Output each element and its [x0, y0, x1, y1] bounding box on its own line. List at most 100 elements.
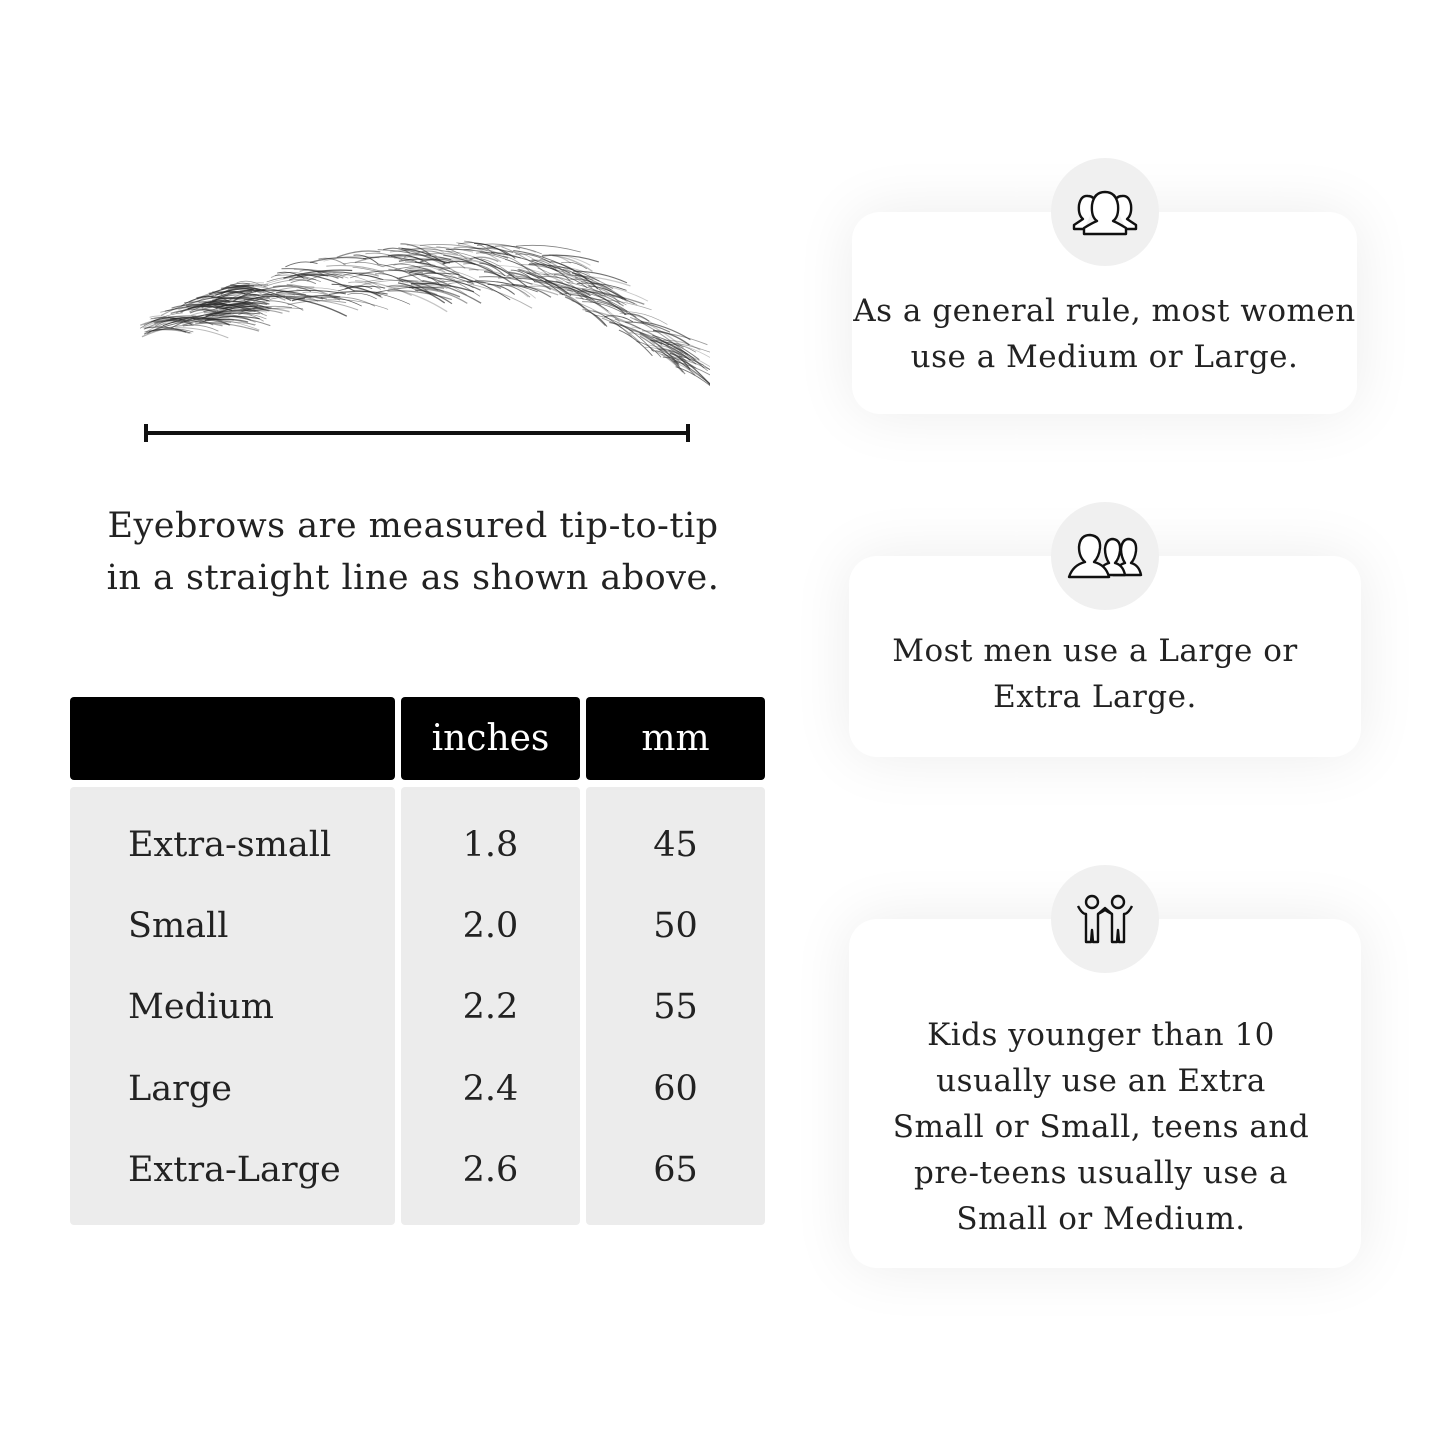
size-cell: Small [128, 906, 229, 946]
eyebrow-hair [375, 273, 404, 283]
eyebrow-hair [438, 266, 479, 271]
table-header-size [70, 697, 395, 780]
eyebrow-hair [465, 259, 522, 280]
eyebrow-hair [408, 269, 436, 274]
eyebrow-hair [629, 316, 687, 355]
eyebrow-hair [639, 332, 680, 365]
eyebrow-hair [424, 288, 468, 304]
eyebrow-hair [619, 324, 654, 352]
eyebrow-hair [529, 263, 571, 274]
eyebrow-hair [486, 246, 516, 259]
eyebrow-hair [403, 256, 431, 266]
eyebrow-hair [655, 350, 680, 367]
eyebrow-hair [629, 329, 689, 356]
eyebrow-hair [283, 269, 353, 279]
eyebrow-hair [203, 312, 256, 323]
eyebrow-hair [531, 259, 571, 281]
inches-column: 1.8 2.0 2.2 2.4 2.6 [401, 787, 580, 1225]
eyebrow-hair [409, 252, 445, 265]
eyebrow-hair [478, 276, 533, 285]
eyebrow-hair [515, 277, 580, 292]
mm-cell: 50 [653, 906, 698, 946]
eyebrow-hair [309, 256, 367, 264]
eyebrow-hair [269, 295, 324, 300]
eyebrow-hair [527, 272, 564, 284]
eyebrow-hair [588, 285, 627, 301]
eyebrow-hair [641, 330, 708, 346]
eyebrow-hair [666, 344, 697, 353]
eyebrow-hair [517, 269, 564, 296]
eyebrow-hair [464, 240, 495, 255]
eyebrow-hair [199, 318, 249, 323]
caption-line: in a straight line as shown above. [106, 558, 720, 598]
eyebrow-hair [417, 258, 472, 264]
eyebrow-hair [468, 283, 533, 309]
eyebrow-hair [508, 271, 552, 291]
eyebrow-hair [400, 243, 432, 256]
eyebrow-hair [364, 279, 409, 284]
eyebrow-hair [349, 275, 381, 280]
eyebrow-hair [348, 281, 382, 290]
eyebrow-hair [586, 298, 652, 311]
eyebrow-hair [543, 273, 594, 281]
eyebrow-hair [576, 282, 627, 291]
eyebrow-hair [301, 273, 355, 292]
eyebrow-hair [548, 264, 600, 282]
mm-cell: 45 [653, 825, 698, 865]
eyebrow-hair [494, 245, 542, 255]
eyebrow-hair [614, 318, 670, 346]
eyebrow-hair [358, 269, 424, 275]
eyebrow-hair [171, 303, 220, 309]
eyebrow-hair [389, 250, 437, 257]
eyebrow-hair [144, 326, 187, 333]
card-text-line: Small or Small, teens and [892, 1108, 1310, 1145]
eyebrow-hair [408, 286, 461, 298]
eyebrow-hair [285, 261, 318, 268]
eyebrow-hair [676, 350, 710, 368]
eyebrow-hair [243, 295, 305, 301]
eyebrow-hair [219, 308, 266, 317]
eyebrow-hair [203, 306, 272, 312]
eyebrow-hair [241, 305, 292, 312]
eyebrow-hair [562, 268, 626, 300]
eyebrow-hair [238, 307, 303, 315]
eyebrow-hair [418, 266, 481, 297]
eyebrow-hair [662, 339, 701, 351]
men-group-icon [1051, 502, 1159, 610]
eyebrow-hair [558, 265, 593, 289]
eyebrow-hair [355, 280, 412, 297]
eyebrow-hair [339, 285, 383, 299]
eyebrow-hair [261, 293, 328, 300]
inches-cell: 2.0 [462, 906, 519, 946]
eyebrow-hair [327, 298, 389, 310]
table-header-mm: mm [586, 697, 765, 780]
eyebrow-hair [390, 254, 452, 261]
card-text-line: Kids younger than 10 [927, 1016, 1275, 1053]
eyebrow-hair [566, 281, 627, 306]
eyebrow-hair [505, 283, 536, 299]
eyebrow-hair [554, 273, 588, 289]
eyebrow-hair [341, 272, 380, 277]
eyebrow-hair [592, 310, 633, 338]
eyebrow-hair [398, 272, 460, 279]
eyebrow-hair [150, 317, 194, 324]
eyebrow-hair [232, 312, 264, 322]
eyebrow-hair [473, 256, 528, 288]
eyebrow-hair [336, 250, 381, 258]
eyebrow-hair [328, 290, 388, 296]
eyebrow-hair [673, 360, 710, 376]
eyebrow-hair [573, 270, 628, 284]
eyebrow-hair [596, 300, 645, 324]
card-text-line: Small or Medium. [956, 1200, 1246, 1237]
eyebrow-hair [500, 284, 531, 298]
eyebrow-hair [154, 320, 193, 326]
eyebrow-hair [344, 285, 373, 290]
mm-cell: 60 [653, 1069, 698, 1109]
eyebrow-hair [236, 280, 263, 287]
eyebrow-hair [160, 296, 221, 316]
eyebrow-hair [393, 261, 436, 266]
mm-cell: 55 [653, 987, 698, 1027]
eyebrow-hair [320, 296, 362, 307]
eyebrow-hair [145, 321, 179, 333]
eyebrow-hair [487, 283, 516, 295]
